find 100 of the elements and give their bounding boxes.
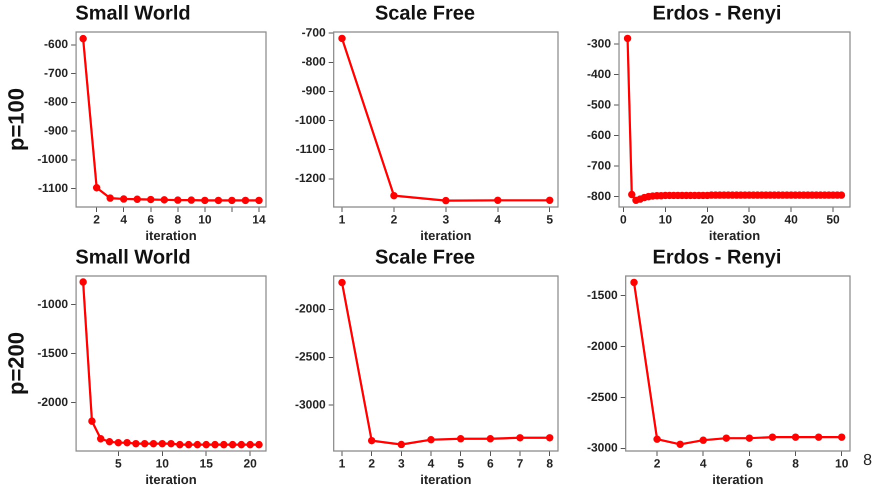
y-tick-label: -2500 [294, 350, 326, 364]
point [792, 433, 800, 441]
x-axis-title: iteration [145, 472, 197, 487]
point [228, 196, 236, 204]
y-tick-label: -1500 [37, 346, 68, 360]
point [722, 434, 730, 442]
chart-title: Scale Free [374, 2, 476, 25]
x-tick-label: 6 [147, 212, 154, 227]
point [160, 196, 168, 204]
x-tick-label: 7 [516, 456, 524, 471]
point [746, 434, 754, 442]
x-tick-label: 2 [368, 456, 376, 471]
x-tick-label: 4 [494, 212, 502, 227]
point [79, 34, 87, 42]
x-tick-label: 6 [746, 456, 754, 471]
x-tick-label: 4 [700, 456, 707, 471]
point [184, 440, 192, 448]
x-axis-title: iteration [712, 472, 764, 487]
point [442, 196, 450, 204]
point [653, 435, 661, 443]
y-tick-label: -1000 [294, 112, 326, 127]
point [255, 196, 263, 204]
y-tick-label: -700 [586, 158, 612, 172]
x-tick-label: 30 [742, 212, 756, 227]
point [368, 436, 376, 444]
y-tick-label: -400 [586, 66, 612, 81]
y-tick-label: -700 [302, 25, 326, 40]
point [628, 190, 636, 198]
point [700, 436, 707, 444]
point [456, 435, 464, 442]
y-tick-label: -1200 [294, 171, 326, 186]
point [838, 433, 846, 441]
y-tick-label: -2000 [294, 302, 326, 316]
y-tick-label: -1100 [38, 180, 68, 195]
point [624, 34, 632, 42]
point [676, 440, 684, 448]
y-tick-label: -300 [586, 36, 612, 51]
x-tick-label: 5 [114, 456, 122, 471]
x-tick-label: 8 [174, 212, 182, 227]
x-tick-label: 2 [93, 212, 100, 227]
x-tick-label: 40 [784, 212, 798, 227]
x-tick-label: 5 [457, 456, 464, 471]
x-tick-label: 1 [338, 456, 346, 471]
y-tick-label: -800 [586, 188, 612, 203]
point [120, 195, 128, 203]
chart-title: Scale Free [374, 246, 476, 269]
y-tick-label: -1000 [37, 296, 68, 311]
x-tick-label: 15 [200, 456, 214, 471]
point [814, 433, 822, 441]
point [238, 440, 246, 448]
point [176, 440, 184, 448]
x-tick-label: 2 [654, 456, 661, 471]
point [140, 440, 148, 448]
point [106, 194, 114, 202]
x-tick-label: 0 [620, 212, 628, 227]
x-axis-title: iteration [145, 228, 197, 243]
point [546, 196, 554, 204]
x-tick-label: 6 [487, 456, 494, 471]
y-tick-label: -2000 [37, 394, 68, 409]
x-axis-title: iteration [420, 228, 472, 243]
point [546, 434, 554, 442]
point [398, 440, 406, 448]
x-tick-label: 10 [835, 456, 849, 471]
point [211, 440, 219, 448]
point [134, 196, 141, 203]
x-tick-label: 5 [546, 212, 554, 227]
x-axis-title: iteration [708, 228, 760, 243]
x-tick-label: 1 [338, 212, 346, 227]
y-tick-label: -900 [302, 84, 326, 98]
point [338, 34, 346, 42]
y-tick-label: -500 [586, 97, 612, 112]
point [201, 196, 209, 204]
y-tick-label: -2500 [586, 390, 618, 404]
point [147, 196, 154, 204]
y-tick-label: -600 [586, 128, 612, 142]
x-tick-label: 10 [156, 456, 170, 471]
y-tick-label: -3000 [586, 440, 618, 455]
chart-title: Small World [75, 246, 191, 269]
point [158, 440, 166, 448]
point [516, 434, 524, 442]
point [106, 438, 114, 446]
y-tick-label: -900 [44, 123, 68, 138]
point [97, 435, 104, 442]
point [630, 278, 638, 286]
point [88, 417, 96, 425]
point [338, 278, 346, 286]
point [123, 438, 131, 446]
x-tick-label: 8 [792, 456, 800, 471]
chart-title: Small World [75, 2, 191, 25]
point [114, 438, 122, 446]
y-axis-title: p=200 [3, 332, 28, 395]
chart-title: Erdos - Renyi [652, 2, 782, 25]
y-tick-label: -2000 [586, 338, 618, 353]
x-tick-label: 2 [390, 212, 398, 227]
x-tick-label: 20 [243, 456, 258, 471]
point [390, 192, 398, 200]
point [188, 196, 196, 204]
point [79, 278, 87, 286]
y-tick-label: -800 [302, 54, 326, 69]
x-tick-label: 10 [658, 212, 672, 227]
